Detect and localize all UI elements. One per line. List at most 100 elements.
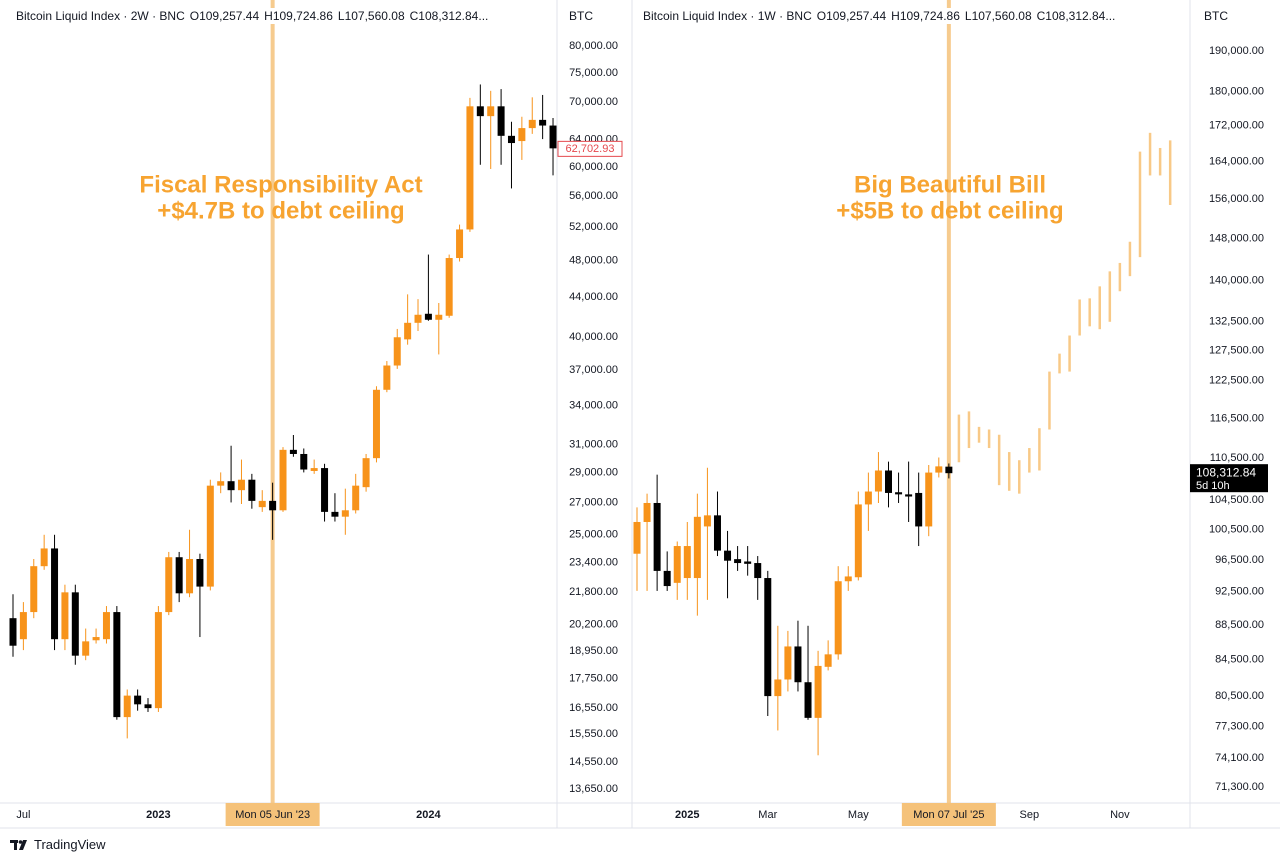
candle-body [814, 665, 822, 718]
y-tick-label: 104,500.00 [1209, 494, 1264, 506]
y-tick-label: 74,100.00 [1215, 752, 1264, 764]
candle-body [331, 511, 339, 517]
candle-body [154, 612, 162, 709]
y-tick-label: 77,300.00 [1215, 720, 1264, 732]
candle-body [82, 641, 90, 656]
ohlc-value: 109,257.44 [826, 9, 887, 23]
crosshair-label-box [225, 803, 320, 826]
y-tick-label: 80,000.00 [569, 40, 618, 52]
candle-body [269, 500, 277, 511]
candle-body [915, 492, 923, 527]
y-tick-label: 148,000.00 [1209, 233, 1264, 245]
y-tick-label: 84,500.00 [1215, 654, 1264, 666]
y-tick-label: 48,000.00 [569, 255, 618, 267]
candle-body [424, 313, 432, 320]
y-tick-label: 127,500.00 [1209, 345, 1264, 357]
candle-body [123, 695, 131, 718]
y-tick-label: 18,950.00 [569, 645, 618, 657]
y-tick-label: 164,000.00 [1209, 155, 1264, 167]
candle-body [165, 557, 173, 613]
candle-body [774, 679, 782, 697]
candle-body [804, 682, 812, 718]
logo [10, 839, 27, 850]
candle-body [196, 558, 204, 587]
candle-body [874, 470, 882, 492]
candle-body [693, 516, 701, 579]
x-tick-label: Nov [1110, 809, 1130, 821]
candle-body [633, 521, 641, 554]
ohlc-key: C [1036, 9, 1046, 23]
crosshair-line [946, 0, 951, 803]
y-tick-label: 92,500.00 [1215, 586, 1264, 598]
candle-body [414, 314, 422, 323]
y-tick-label: 29,000.00 [569, 466, 618, 478]
ohlc-key: L [964, 9, 972, 23]
candle-body [352, 485, 360, 511]
ohlc-value: 108,312.84... [418, 9, 489, 23]
candle-body [935, 466, 943, 473]
candle-body [724, 550, 732, 561]
candle-body [227, 481, 235, 491]
candle-body [113, 612, 121, 718]
candle-body [445, 258, 453, 316]
y-tick-label: 20,200.00 [569, 618, 618, 630]
y-tick-label: 17,750.00 [569, 673, 618, 685]
candle-body [456, 229, 464, 259]
x-tick-label: Jul [16, 809, 30, 821]
candle-body [487, 106, 495, 117]
x-tick-label: 2023 [146, 809, 170, 821]
candle-body [321, 468, 329, 512]
candle-body [844, 576, 852, 582]
candle-body [279, 449, 287, 511]
last-price-label: 62,702.93 [566, 143, 615, 155]
y-tick-label: 116,500.00 [1210, 412, 1264, 424]
candle-body [834, 581, 842, 655]
candle-body [744, 561, 752, 564]
candle-body [643, 502, 651, 522]
candle-body [134, 695, 142, 705]
candle-body [864, 491, 872, 505]
y-tick-label: 75,000.00 [569, 67, 618, 79]
candle-body [497, 106, 505, 136]
legend-header: Bitcoin Liquid Index · 1W · BNC O109,257.… [643, 8, 1121, 24]
x-tick-label: Sep [1020, 809, 1040, 821]
y-tick-label: 21,800.00 [569, 586, 618, 598]
candle-body [539, 119, 547, 126]
candle-body [518, 128, 526, 142]
symbol: Bitcoin Liquid Index · 2W · BNC [16, 9, 185, 23]
candle-body [237, 479, 245, 491]
candle-body [549, 125, 557, 149]
candle-body [217, 481, 225, 486]
y-tick-label: 71,300.00 [1215, 781, 1264, 793]
candle-body [905, 494, 913, 497]
y-tick-label: 172,000.00 [1209, 120, 1264, 132]
candle-body [476, 106, 484, 117]
candle-body [175, 557, 183, 594]
y-tick-label: 96,500.00 [1215, 554, 1264, 566]
candle-body [393, 337, 401, 366]
candle-body [734, 559, 742, 564]
y-tick-label: 44,000.00 [569, 291, 618, 303]
candle-body [663, 570, 671, 587]
candle-body [19, 612, 27, 640]
y-tick-label: 140,000.00 [1209, 274, 1264, 286]
candle-body [9, 618, 17, 646]
candle-body [404, 322, 412, 340]
y-tick-label: 156,000.00 [1209, 193, 1264, 205]
ohlc-value: 109,724.86 [899, 9, 960, 23]
ohlc-value: 109,257.44 [199, 9, 260, 23]
y-tick-label: 70,000.00 [569, 96, 618, 108]
candle-body [507, 135, 515, 144]
y-tick-label: 180,000.00 [1209, 86, 1264, 98]
candle-body [764, 578, 772, 697]
y-tick-label: 56,000.00 [569, 190, 618, 202]
x-tick-label: May [848, 809, 869, 821]
y-tick-label: 13,650.00 [569, 783, 618, 795]
x-tick-label: 2024 [416, 809, 441, 821]
y-tick-label: 34,000.00 [569, 399, 618, 411]
candle-body [885, 470, 892, 493]
candle-body [653, 502, 661, 571]
y-tick-label: 27,000.00 [569, 496, 618, 508]
candle-body [713, 515, 721, 551]
y-tick-label: 15,550.00 [569, 728, 618, 740]
